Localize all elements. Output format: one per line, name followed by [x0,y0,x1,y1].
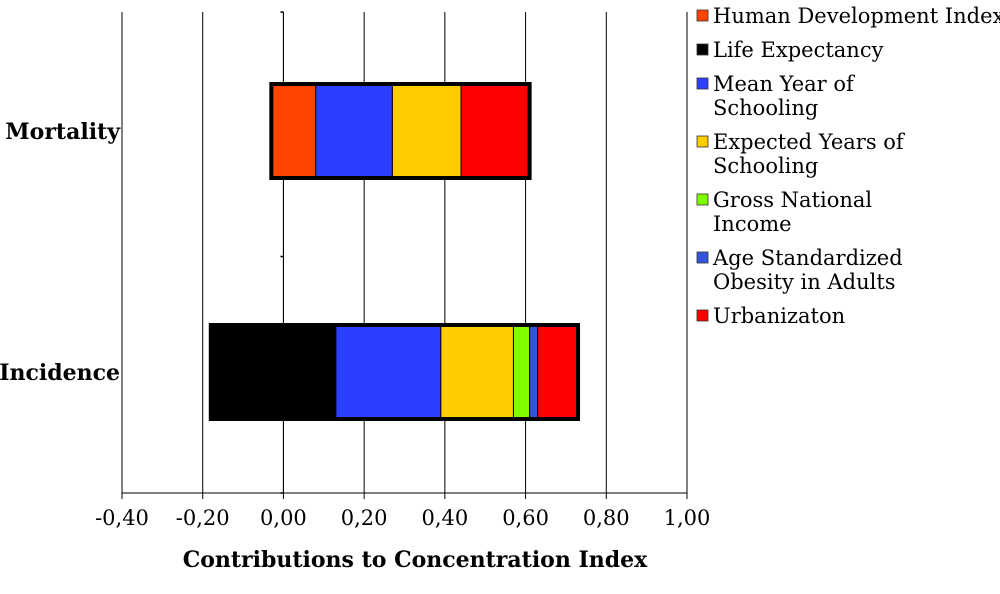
legend-label: Life Expectancy [713,38,884,62]
bar-outline [269,82,532,180]
bar-segment [537,324,579,420]
legend-swatch [696,77,709,90]
x-tick-label: -0,40 [95,506,149,530]
x-tick-label: 0,00 [260,506,307,530]
legend-swatch [696,43,709,56]
bar-segment [270,83,317,179]
category-label: Mortality [5,119,121,145]
legend: Human Development Index Life Expectancy Me… [696,4,1000,328]
legend-label: Schooling [713,154,818,178]
bar-segment [210,324,337,420]
legend-label: Expected Years of [713,130,906,154]
legend-swatch [696,309,709,322]
x-tick-label: 0,80 [583,506,630,530]
x-tick-label: 1,00 [664,506,711,530]
legend-swatch [696,251,709,264]
bar-segment [440,324,514,420]
legend-label: Income [713,212,792,236]
legend-label: Schooling [713,96,818,120]
x-tick-label: 0,60 [502,506,549,530]
bar-segment [460,83,531,179]
x-tick-label: -0,20 [176,506,230,530]
bar-segment [391,83,462,179]
category-labels: Mortality Incidence [0,119,121,386]
legend-swatch [696,9,709,22]
x-axis-title: Contributions to Concentration Index [183,547,648,573]
bars [208,82,581,421]
legend-label: Mean Year of [713,72,856,96]
legend-swatch [696,193,709,206]
legend-swatch [696,135,709,148]
x-tick-label: 0,20 [341,506,388,530]
bar-segment [315,83,393,179]
bar-outline [208,323,581,421]
legend-label: Gross National [713,188,872,212]
legend-label: Obesity in Adults [713,270,896,294]
x-tick-label: 0,40 [421,506,468,530]
category-label: Incidence [0,360,120,386]
bar-segment [529,324,539,420]
bar-segment [512,324,531,420]
x-tick-labels: -0,40 -0,20 0,00 0,20 0,40 0,60 0,80 1,00 [95,506,710,530]
bar-segment [335,324,442,420]
legend-label: Urbanizaton [713,304,845,328]
legend-label: Human Development Index [713,4,1000,28]
legend-label: Age Standardized [712,246,903,270]
